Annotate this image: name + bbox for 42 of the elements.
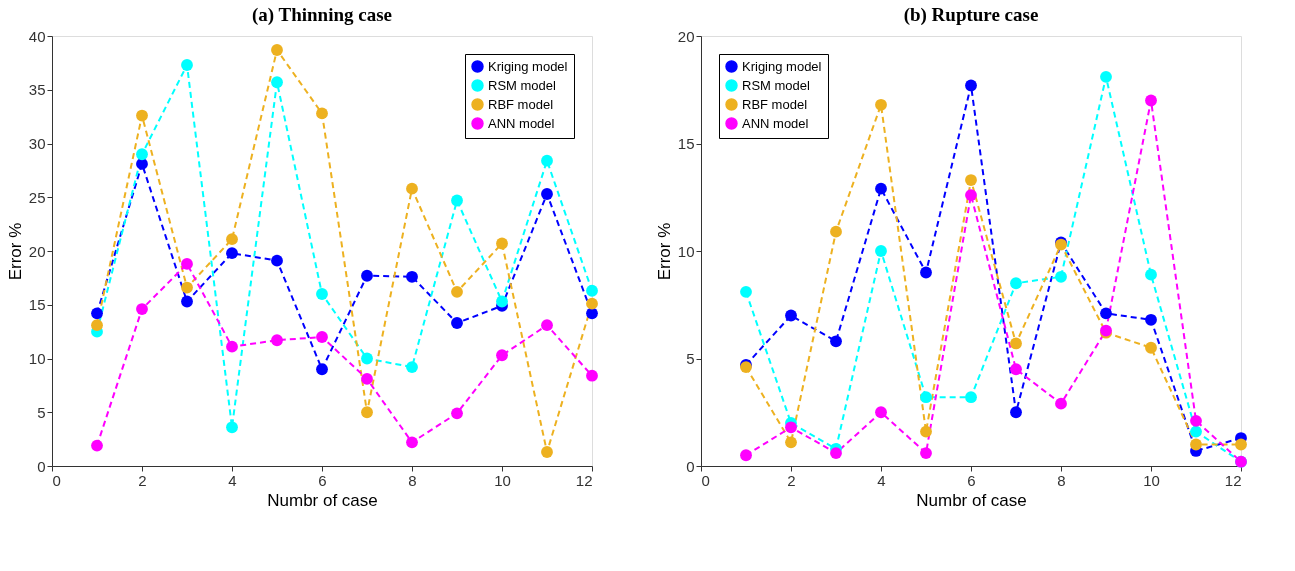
x-tick-label: 8 [408,471,417,489]
x-tick-label: 10 [1143,471,1160,489]
y-tick-label: 35 [28,81,46,99]
legend-label: RBF model [742,96,808,112]
legend-label: Kriging model [488,58,568,74]
legend-label: RSM model [488,77,557,93]
x-tick-label: 12 [1224,471,1242,489]
y-tick-label: 20 [677,27,695,45]
legend-label: RBF model [488,96,554,112]
x-tick-label: 8 [1057,471,1066,489]
legend-label: Kriging model [742,58,822,74]
x-tick-label: 6 [318,471,327,489]
x-axis-title: Numbr of case [916,490,1027,510]
x-tick-label: 12 [575,471,593,489]
x-tick-label: 0 [52,471,61,489]
x-tick-label: 4 [228,471,237,489]
x-tick-label: 2 [138,471,147,489]
y-tick-label: 30 [28,135,46,152]
x-tick-label: 6 [967,471,976,489]
x-tick-label: 4 [877,471,886,489]
x-axis-title: Numbr of case [267,490,378,510]
y-axis-title: Error % [654,222,674,281]
chart-title: (a) Thinning case [251,4,393,26]
y-tick-label: 40 [28,27,46,45]
y-tick-label: 10 [28,350,46,367]
y-tick-label: 0 [37,457,46,475]
y-tick-label: 20 [28,242,46,260]
legend-label: ANN model [742,115,809,131]
legend-label: ANN model [488,115,555,131]
y-tick-label: 10 [677,242,695,260]
y-tick-label: 25 [28,188,46,206]
x-tick-label: 2 [787,471,796,489]
x-tick-label: 0 [701,471,710,489]
x-tick-label: 10 [494,471,511,489]
y-tick-label: 5 [37,403,46,421]
y-tick-label: 5 [686,350,695,367]
y-axis-title: Error % [5,222,25,281]
y-tick-label: 15 [28,296,46,314]
y-tick-label: 15 [677,135,695,152]
legend-label: RSM model [742,77,811,93]
chart-title: (b) Rupture case [903,4,1039,26]
y-tick-label: 0 [686,457,695,475]
